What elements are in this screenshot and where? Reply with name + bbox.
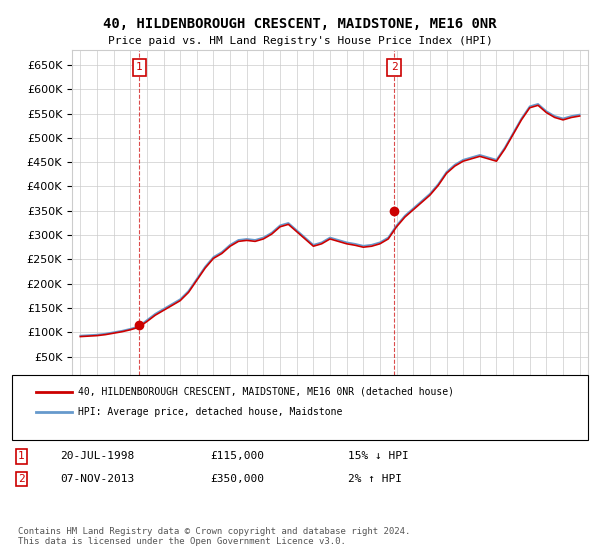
Text: 2: 2 [391, 62, 397, 72]
Text: 1: 1 [18, 451, 25, 461]
Text: 2: 2 [18, 474, 25, 484]
Text: £115,000: £115,000 [210, 451, 264, 461]
Text: £350,000: £350,000 [210, 474, 264, 484]
Text: 15% ↓ HPI: 15% ↓ HPI [348, 451, 409, 461]
Text: 1: 1 [136, 62, 143, 72]
Text: 40, HILDENBOROUGH CRESCENT, MAIDSTONE, ME16 0NR: 40, HILDENBOROUGH CRESCENT, MAIDSTONE, M… [103, 17, 497, 31]
Text: 20-JUL-1998: 20-JUL-1998 [60, 451, 134, 461]
Text: 07-NOV-2013: 07-NOV-2013 [60, 474, 134, 484]
Text: HPI: Average price, detached house, Maidstone: HPI: Average price, detached house, Maid… [78, 407, 343, 417]
Text: Price paid vs. HM Land Registry's House Price Index (HPI): Price paid vs. HM Land Registry's House … [107, 36, 493, 46]
Text: Contains HM Land Registry data © Crown copyright and database right 2024.
This d: Contains HM Land Registry data © Crown c… [18, 526, 410, 546]
Text: 2% ↑ HPI: 2% ↑ HPI [348, 474, 402, 484]
Text: 40, HILDENBOROUGH CRESCENT, MAIDSTONE, ME16 0NR (detached house): 40, HILDENBOROUGH CRESCENT, MAIDSTONE, M… [78, 387, 454, 397]
